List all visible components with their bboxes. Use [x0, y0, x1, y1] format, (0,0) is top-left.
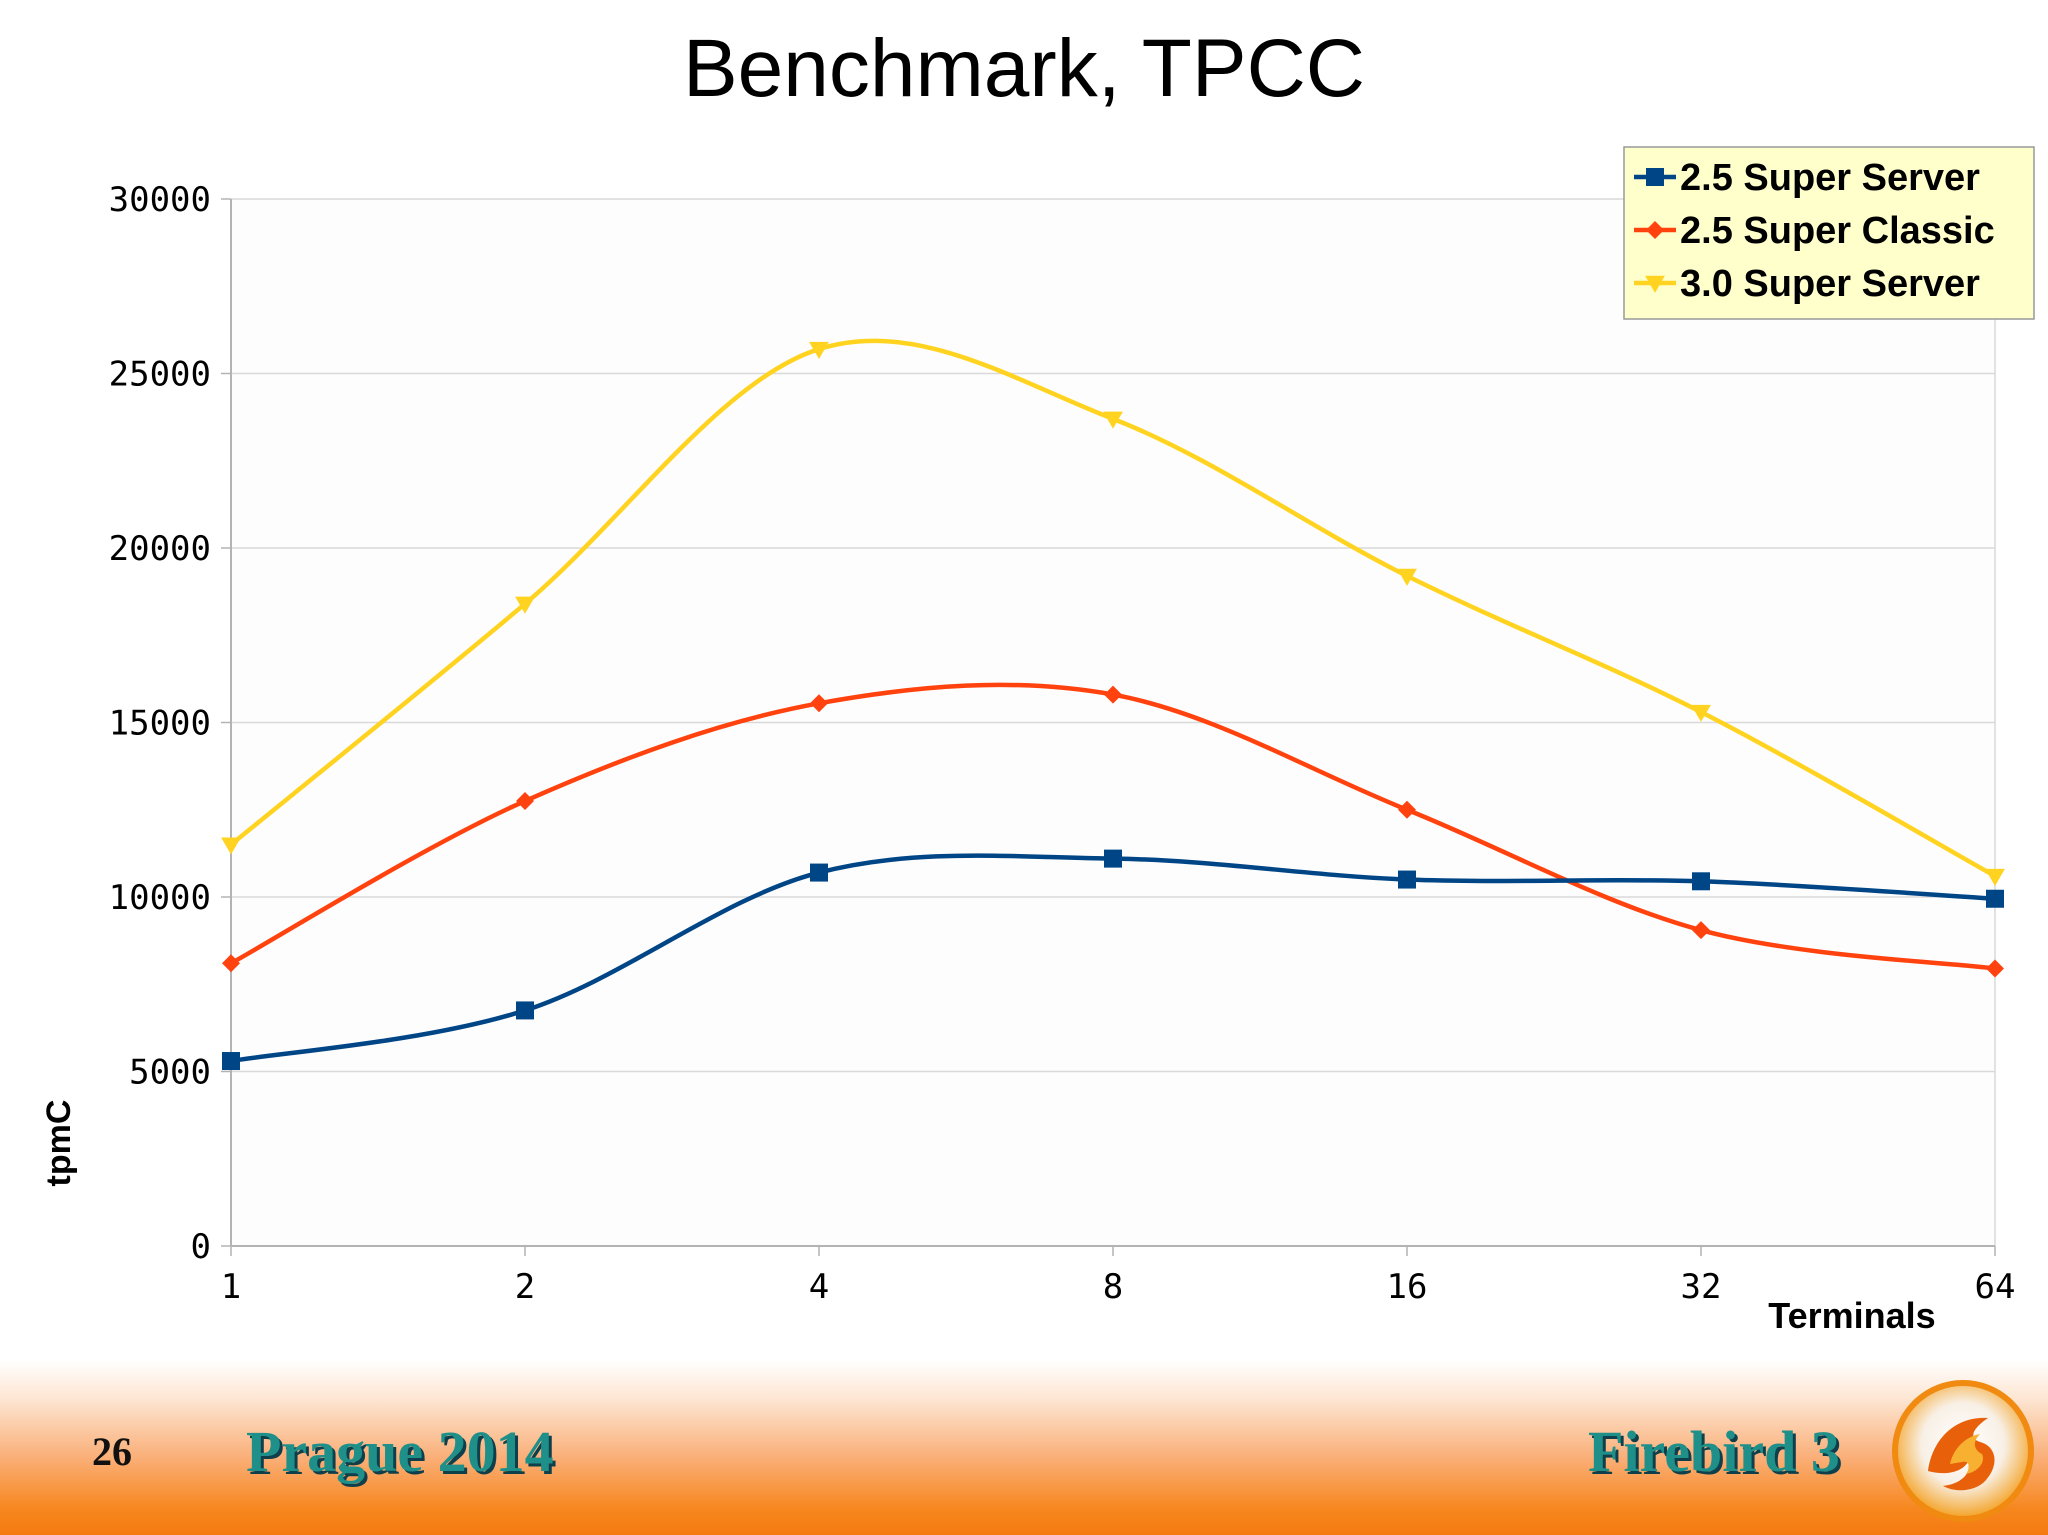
data-point: [1398, 870, 1416, 889]
y-tick-label: 0: [191, 1227, 211, 1267]
y-tick-label: 30000: [109, 180, 211, 220]
data-point: [1986, 889, 2004, 908]
data-point: [1692, 872, 1710, 891]
legend-label: 3.0 Super Server: [1680, 263, 1980, 305]
data-point: [810, 863, 828, 882]
y-tick-label: 20000: [109, 529, 211, 569]
x-tick-label: 16: [1387, 1267, 1428, 1307]
legend-box: [1623, 146, 2035, 320]
footer-product-label: Firebird 3: [1588, 1419, 1840, 1484]
data-point: [1985, 868, 2005, 886]
data-point: [1986, 959, 2004, 978]
chart-axes: 0 5000 10000 15000 20000 25000 30000 1 2 4 8 16 32 64: [109, 180, 2016, 1307]
x-tick-label: 8: [1103, 1267, 1123, 1307]
data-point: [1397, 568, 1417, 586]
y-tick-label: 15000: [109, 704, 211, 744]
y-tick-label: 5000: [129, 1053, 211, 1093]
firebird-logo-icon: [1892, 1380, 2034, 1522]
y-tick-label: 25000: [109, 355, 211, 395]
footer-event-label: Prague 2014: [246, 1419, 554, 1484]
x-tick-label: 32: [1681, 1267, 1722, 1307]
x-tick-label: 64: [1975, 1267, 2016, 1307]
x-axis-label: Terminals: [1768, 1295, 1935, 1336]
legend-marker: [1645, 275, 1665, 293]
footer-band: [0, 1360, 2048, 1535]
y-tick-label: 10000: [109, 878, 211, 918]
data-point: [516, 792, 534, 811]
x-tick-label: 2: [515, 1267, 535, 1307]
legend-marker: [1646, 221, 1664, 239]
series-3-0-super-server: [221, 338, 2005, 886]
page-number: 26: [92, 1429, 132, 1474]
data-point: [1103, 411, 1123, 429]
data-point: [1692, 921, 1710, 940]
x-tick-label: 4: [809, 1267, 829, 1307]
chart-legend: 2.5 Super Server 2.5 Super Classic 3.0 Sup…: [1623, 146, 2035, 320]
chart-series: [221, 338, 2005, 1071]
data-point: [1104, 685, 1122, 704]
data-point: [222, 954, 240, 973]
data-point: [1398, 800, 1416, 819]
legend-label: 2.5 Super Server: [1680, 157, 1980, 199]
line-chart: 0 5000 10000 15000 20000 25000 30000 1 2 4 8 16 32 64…: [40, 146, 2035, 1336]
series-2-5-super-server: [222, 849, 2004, 1071]
series-2-5-super-classic: [222, 682, 2004, 978]
data-point: [515, 596, 535, 614]
data-point: [1104, 849, 1122, 868]
slide-title: Benchmark, TPCC: [682, 23, 1366, 114]
data-point: [810, 694, 828, 713]
data-point: [809, 341, 829, 359]
x-tick-label: 1: [221, 1267, 241, 1307]
data-point: [1691, 704, 1711, 722]
chart-gridlines: [231, 198, 1996, 1247]
legend-label: 2.5 Super Classic: [1680, 210, 1995, 252]
data-point: [221, 837, 241, 855]
data-point: [516, 1001, 534, 1020]
y-axis-label: tpmC: [40, 1100, 78, 1187]
legend-marker: [1646, 168, 1664, 186]
data-point: [222, 1052, 240, 1071]
